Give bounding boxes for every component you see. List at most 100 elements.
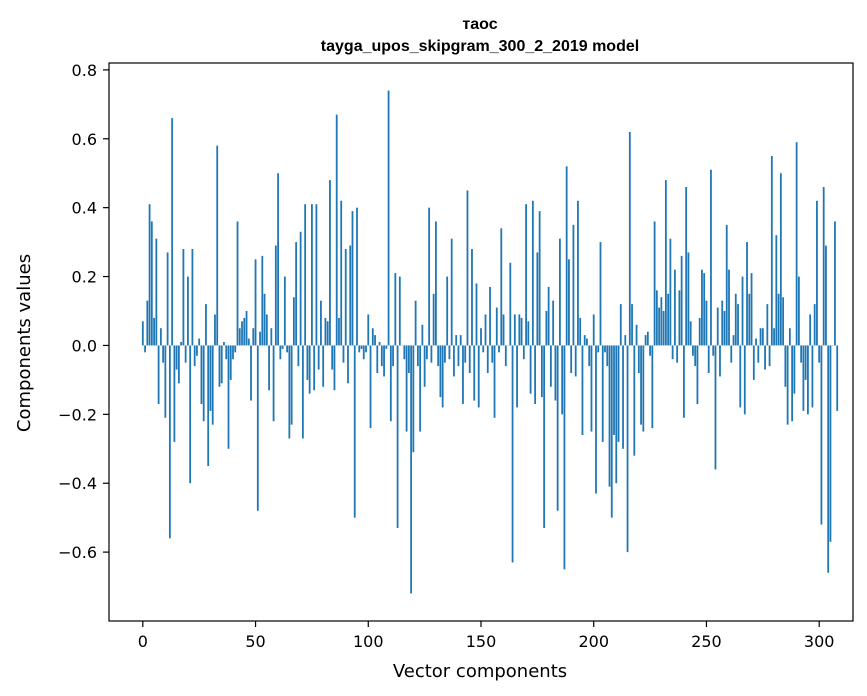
bar: [245, 311, 248, 346]
bar: [150, 221, 153, 346]
bar: [477, 345, 480, 408]
bar: [272, 345, 275, 422]
bar: [791, 345, 794, 422]
bar: [200, 345, 203, 404]
bar: [254, 259, 257, 346]
bar: [764, 345, 766, 370]
bar: [274, 245, 277, 346]
bar: [304, 204, 307, 346]
bar: [525, 204, 527, 346]
y-axis-label: Components values: [14, 254, 35, 432]
bar: [534, 345, 537, 404]
chart-title-line2: tayga_upos_skipgram_300_2_2019 model: [321, 38, 639, 55]
bar: [811, 345, 814, 408]
bar: [277, 173, 279, 346]
bar: [324, 317, 327, 346]
bar: [597, 345, 600, 353]
bar: [698, 317, 701, 346]
bar: [166, 252, 169, 346]
bar: [574, 345, 577, 377]
bar: [716, 307, 719, 346]
bar: [164, 345, 167, 418]
bar: [281, 345, 284, 349]
bar: [655, 290, 658, 346]
bar: [658, 307, 661, 346]
bar: [518, 314, 521, 346]
bar: [435, 221, 437, 346]
bar: [748, 293, 751, 346]
bar: [631, 304, 633, 346]
bar: [685, 187, 688, 346]
bar: [462, 345, 464, 404]
bar: [568, 259, 570, 346]
bar: [189, 345, 192, 484]
bar: [450, 238, 453, 346]
bar: [669, 238, 672, 346]
bar: [755, 338, 757, 346]
bar: [775, 235, 778, 346]
bar: [500, 228, 503, 346]
bar: [471, 249, 473, 346]
bar: [207, 345, 210, 466]
bar: [486, 345, 489, 373]
bar: [398, 276, 401, 346]
bar: [358, 345, 361, 353]
bar: [531, 200, 534, 346]
bar: [710, 169, 712, 346]
bar: [707, 345, 710, 373]
bar: [768, 345, 771, 367]
bar: [547, 286, 550, 346]
bar: [261, 255, 264, 346]
bar: [829, 345, 832, 542]
bar: [770, 156, 773, 346]
bar: [144, 345, 146, 353]
bar: [581, 345, 584, 435]
bar: [331, 345, 334, 370]
bar: [455, 335, 458, 346]
bar: [766, 304, 769, 346]
bar: [646, 331, 649, 346]
bar: [141, 321, 144, 346]
bar: [173, 345, 176, 442]
bar: [579, 317, 582, 346]
bar: [250, 345, 252, 401]
bar: [202, 345, 205, 422]
bar: [286, 345, 289, 353]
bar: [196, 345, 198, 356]
bar: [692, 345, 694, 356]
bar: [802, 345, 805, 411]
bar: [626, 345, 629, 553]
bar: [784, 345, 787, 387]
bar: [453, 345, 455, 377]
bar: [561, 345, 564, 415]
bar: [737, 304, 739, 346]
bar: [552, 300, 555, 346]
bar: [412, 345, 415, 453]
bar: [356, 207, 358, 346]
bar: [617, 345, 620, 442]
bar: [502, 314, 505, 346]
bar: [256, 345, 259, 511]
bar: [155, 238, 158, 346]
bar: [673, 269, 676, 346]
y-tick-label: 0.4: [72, 199, 97, 218]
bar: [430, 345, 433, 363]
bar: [511, 345, 514, 563]
bar: [644, 335, 647, 346]
bar: [624, 335, 627, 346]
bar: [290, 345, 293, 425]
bar: [732, 335, 735, 346]
bar: [712, 345, 715, 356]
bar: [777, 293, 780, 346]
bar: [299, 231, 302, 346]
bar: [311, 204, 313, 346]
bar: [320, 300, 322, 346]
bar: [694, 345, 697, 367]
bar: [680, 255, 683, 346]
chart-title-line1: таос: [462, 16, 497, 33]
bar: [220, 345, 223, 384]
bar: [295, 242, 298, 346]
bar: [333, 345, 336, 391]
plot-frame: [108, 62, 854, 622]
bar: [619, 304, 622, 346]
